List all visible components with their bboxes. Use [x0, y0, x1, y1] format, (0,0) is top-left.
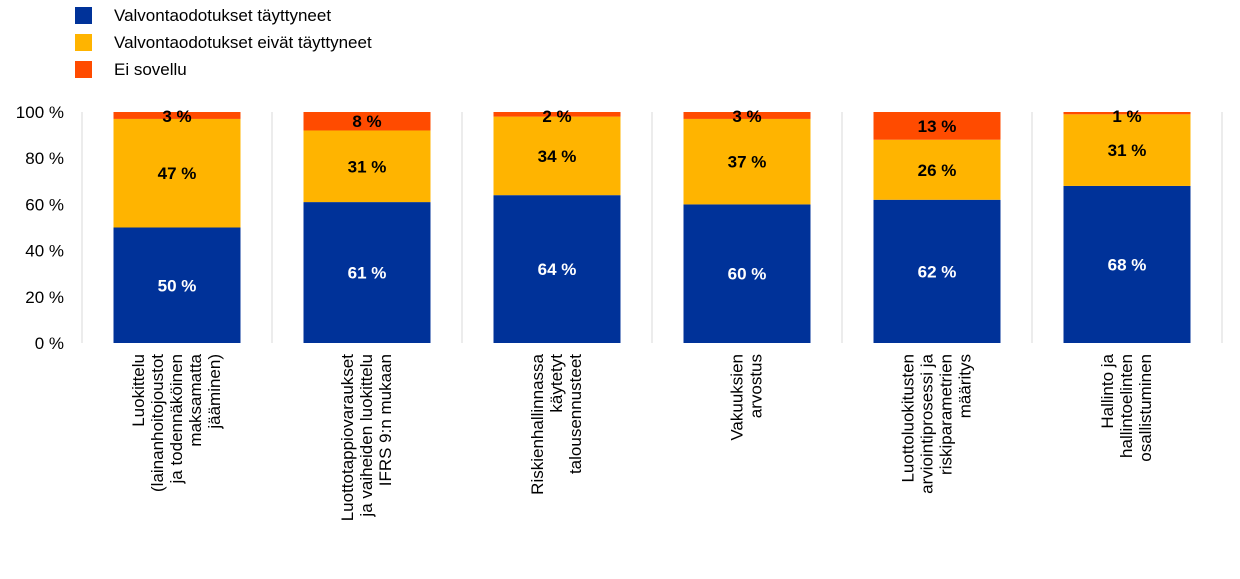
x-category-label-line: Luottotappiovaraukset: [338, 354, 357, 522]
legend: Valvontaodotukset täyttyneet Valvontaodot…: [75, 6, 372, 79]
bar-segment: [683, 118, 811, 205]
bar-segment: [683, 204, 811, 343]
bar-segment: [303, 130, 431, 203]
x-category-label-line: maksamatta: [186, 353, 205, 446]
bar-segment: [113, 227, 241, 343]
data-label: 8 %: [352, 112, 381, 131]
bar-segment: [873, 199, 1001, 343]
x-category-label-line: jääminen): [205, 354, 224, 430]
y-axis: 0 % 20 % 40 % 60 % 80 % 100 %: [16, 103, 64, 353]
legend-label: Ei sovellu: [114, 60, 187, 79]
data-label: 31 %: [1108, 141, 1147, 160]
x-category-label-line: (lainanhoitojoustot: [148, 354, 167, 492]
bar-segment: [1063, 112, 1191, 115]
x-category-label: Luottoluokitusten arviointiprosessi ja ris…: [899, 353, 975, 493]
bar-segment: [873, 139, 1001, 200]
y-tick-label: 60 %: [25, 195, 64, 214]
bar-segment: [493, 195, 621, 343]
legend-swatch: [75, 61, 92, 78]
x-category-label-line: talousennusteet: [566, 354, 585, 474]
x-category-label-line: ja vaiheiden luokittelu: [357, 354, 376, 518]
x-category-label-line: käytetyt: [547, 354, 566, 413]
bar-segment: [113, 112, 241, 119]
data-label: 60 %: [728, 265, 767, 284]
bar-segment: [493, 112, 621, 117]
x-category-label-line: Hallinto ja: [1098, 353, 1117, 428]
x-category-label-line: Luottoluokitusten: [899, 354, 918, 483]
legend-label: Valvontaodotukset eivät täyttyneet: [114, 33, 372, 52]
bar-segment: [493, 116, 621, 196]
data-label: 68 %: [1108, 255, 1147, 274]
data-label: 3 %: [732, 107, 761, 126]
legend-label: Valvontaodotukset täyttyneet: [114, 6, 331, 25]
x-category-label-line: Luokittelu: [129, 354, 148, 427]
x-axis: Luokittelu (lainanhoitojoustot ja todennäk…: [129, 353, 1155, 521]
x-category-label: Luottotappiovaraukset ja vaiheiden luokit…: [338, 354, 395, 522]
x-category-label-line: riskiparametrien: [937, 354, 956, 475]
data-label: 47 %: [158, 164, 197, 183]
bar-segment: [303, 112, 431, 131]
bar-segment: [1063, 185, 1191, 343]
data-label: 64 %: [538, 260, 577, 279]
data-label: 61 %: [348, 264, 387, 283]
x-category-label-line: hallintoelinten: [1117, 354, 1136, 458]
data-label: 2 %: [542, 107, 571, 126]
y-tick-label: 0 %: [35, 334, 64, 353]
bars: 50 % 47 % 3 % 61 % 31 % 8 % 64 % 34 % 2 % 60 % 37 …: [113, 107, 1191, 343]
x-category-label-line: arviointiprosessi ja: [918, 353, 937, 493]
x-category-label-line: arvostus: [747, 354, 766, 418]
x-category-label-line: osallistuminen: [1136, 354, 1155, 462]
data-label: 50 %: [158, 276, 197, 295]
x-category-label-line: IFRS 9:n mukaan: [376, 354, 395, 486]
data-label: 26 %: [918, 161, 957, 180]
data-label: 62 %: [918, 262, 957, 281]
y-tick-label: 20 %: [25, 288, 64, 307]
x-category-label: Riskienhallinnassa käytetyt talousennustee…: [528, 353, 585, 494]
bar-segment: [113, 118, 241, 228]
data-label: 31 %: [348, 157, 387, 176]
legend-swatch: [75, 7, 92, 24]
category-separators: [81, 112, 1223, 343]
y-tick-label: 100 %: [16, 103, 64, 122]
x-category-label-line: Vakuuksien: [728, 354, 747, 441]
data-label: 3 %: [162, 107, 191, 126]
bar-segment: [873, 112, 1001, 140]
y-tick-label: 80 %: [25, 149, 64, 168]
x-category-label-line: määritys: [956, 354, 975, 418]
data-label: 37 %: [728, 153, 767, 172]
bar-segment: [1063, 114, 1191, 186]
data-label: 13 %: [918, 117, 957, 136]
x-category-label-line: Riskienhallinnassa: [528, 353, 547, 494]
x-category-label-line: ja todennäköinen: [167, 354, 186, 485]
x-category-label: Luokittelu (lainanhoitojoustot ja todennäk…: [129, 353, 224, 492]
data-label: 34 %: [538, 147, 577, 166]
x-category-label: Hallinto ja hallintoelinten osallistuminen: [1098, 353, 1155, 461]
x-category-label: Vakuuksien arvostus: [728, 354, 766, 441]
bar-segment: [683, 112, 811, 119]
legend-swatch: [75, 34, 92, 51]
data-label: 1 %: [1112, 107, 1141, 126]
bar-segment: [303, 202, 431, 343]
y-tick-label: 40 %: [25, 242, 64, 261]
